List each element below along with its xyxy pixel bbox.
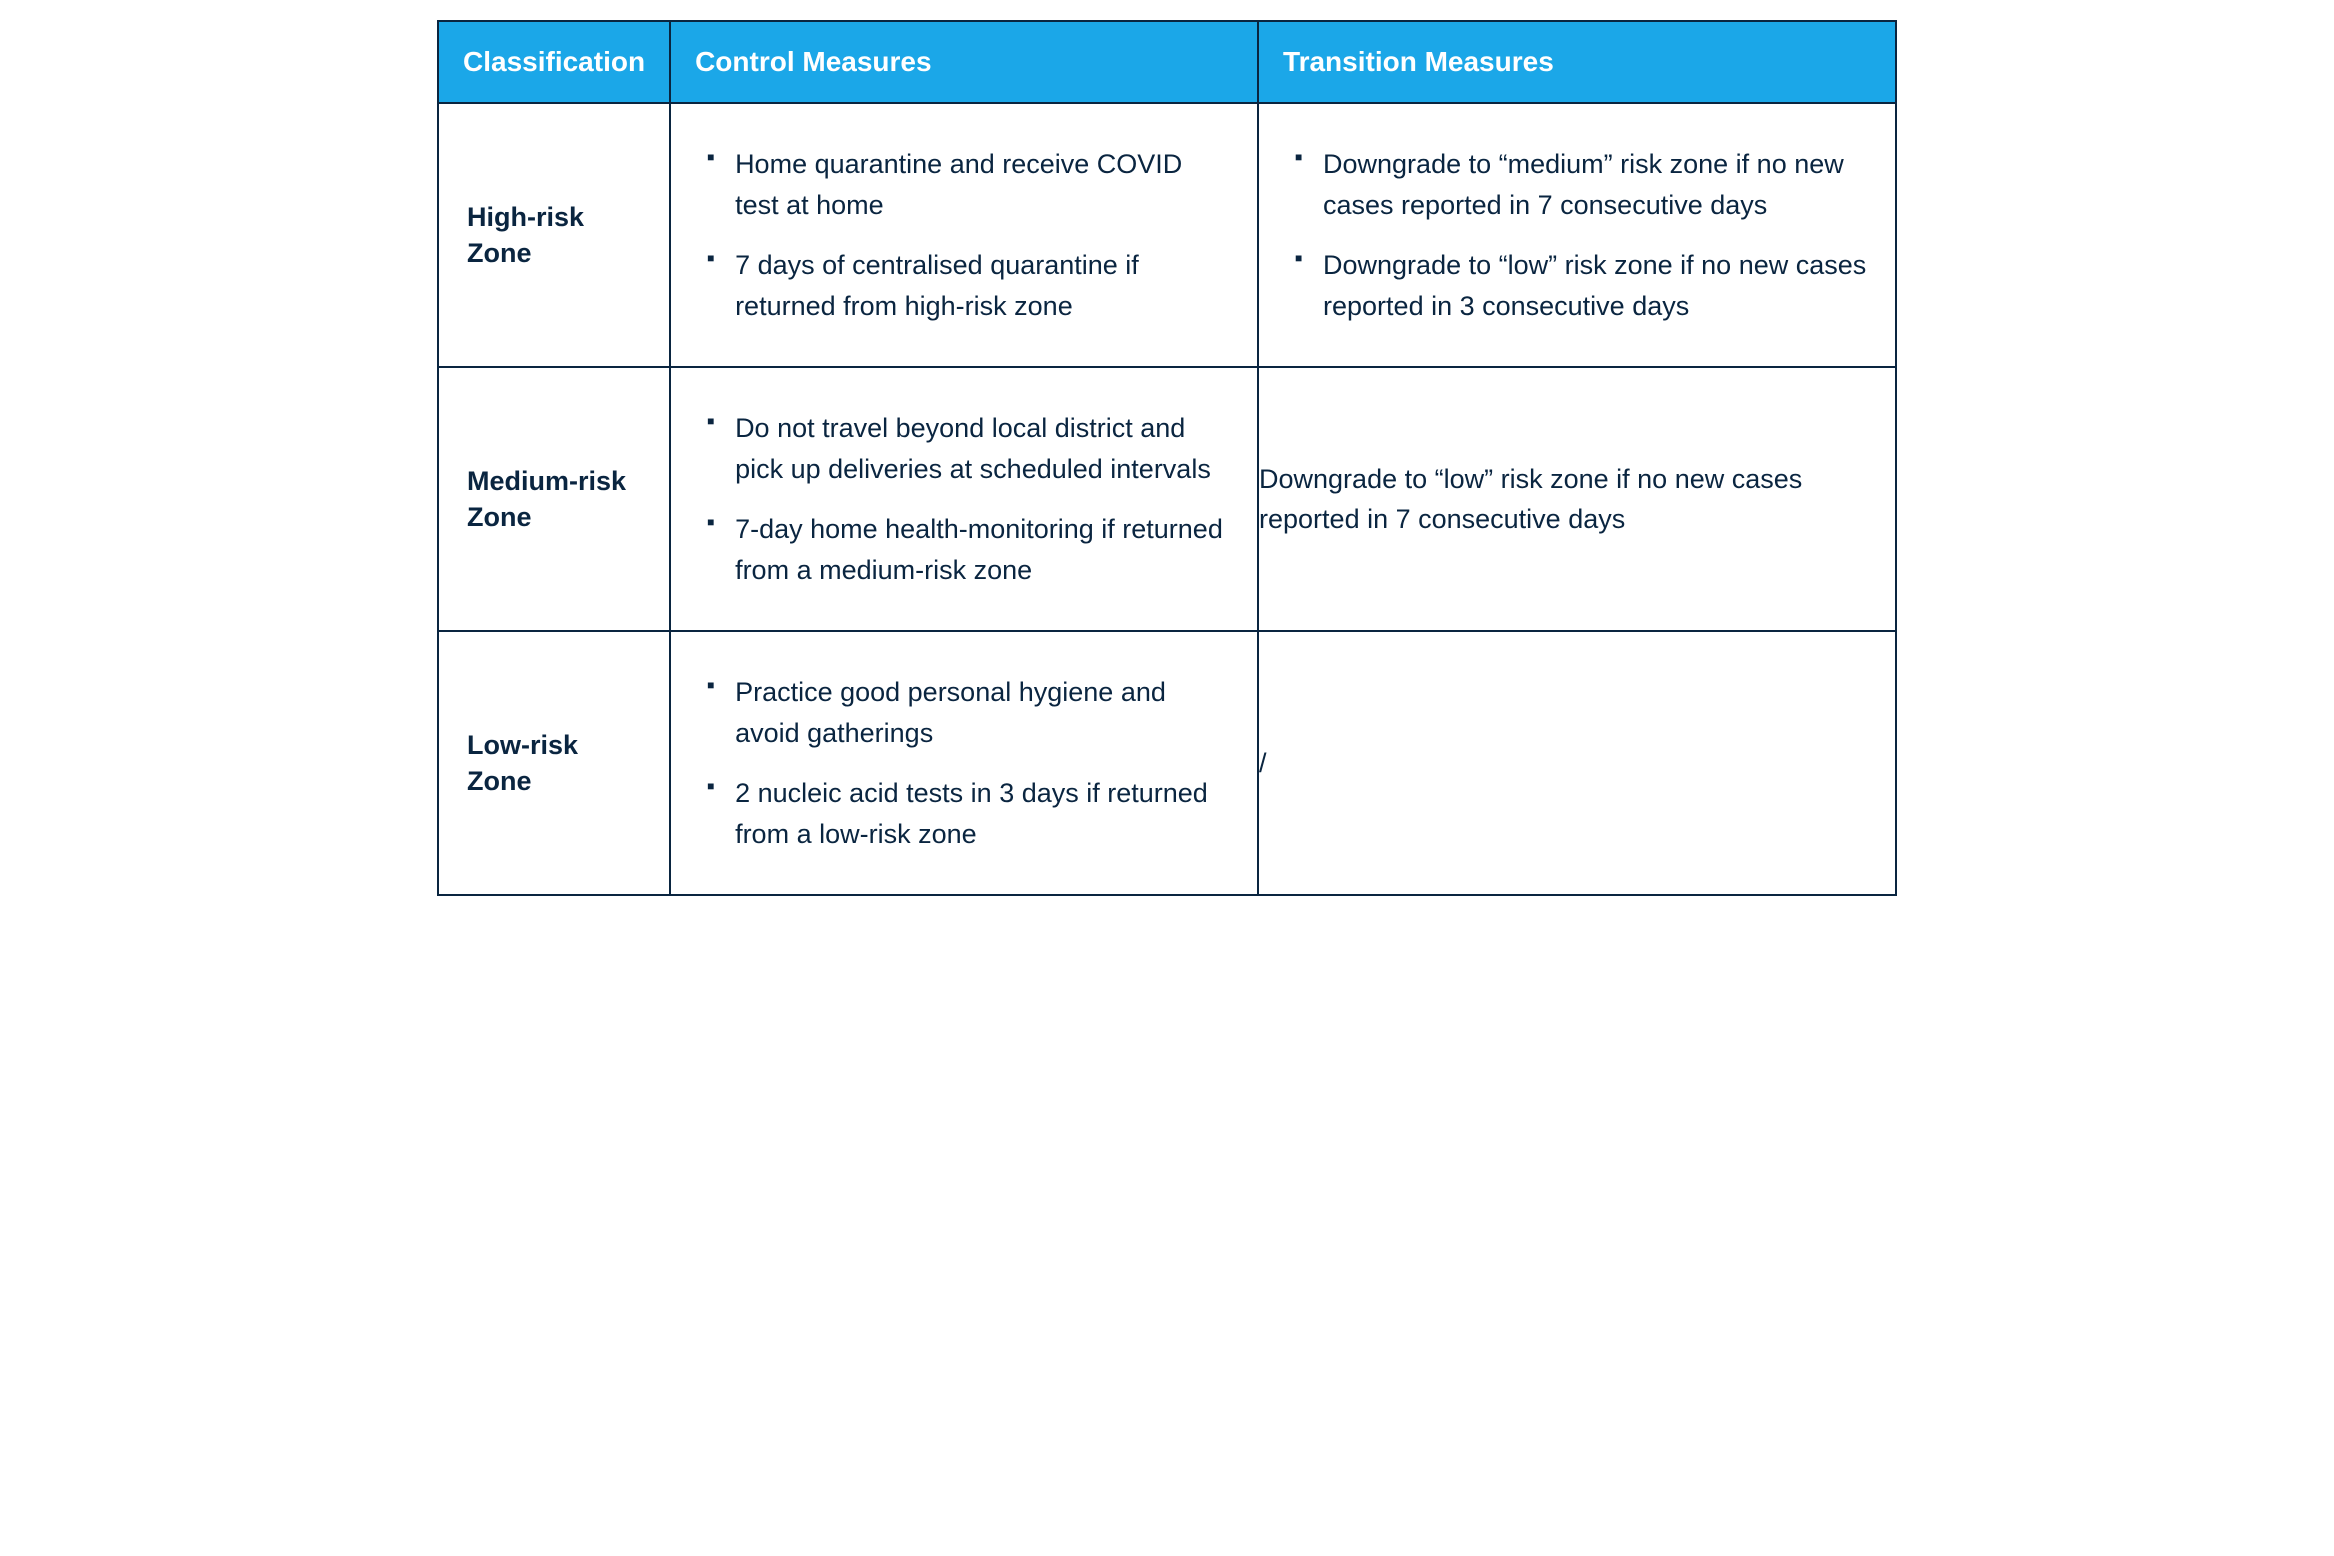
transition-measures-list: Downgrade to “medium” risk zone if no ne… (1287, 144, 1867, 326)
control-measures-list: Practice good personal hygiene and avoid… (699, 672, 1229, 854)
transition-measures-cell: Downgrade to “low” risk zone if no new c… (1258, 367, 1896, 631)
control-measures-cell: Home quarantine and receive COVID test a… (670, 103, 1258, 367)
control-measures-list: Do not travel beyond local district and … (699, 408, 1229, 590)
control-measures-cell: Do not travel beyond local district and … (670, 367, 1258, 631)
col-header-transition-measures: Transition Measures (1258, 21, 1896, 103)
list-item: Downgrade to “low” risk zone if no new c… (1287, 245, 1867, 326)
classification-cell-low-risk: Low-risk Zone (438, 631, 670, 895)
transition-measures-cell: Downgrade to “medium” risk zone if no ne… (1258, 103, 1896, 367)
table-row: Medium-risk Zone Do not travel beyond lo… (438, 367, 1896, 631)
table-header-row: Classification Control Measures Transiti… (438, 21, 1896, 103)
table-row: Low-risk Zone Practice good personal hyg… (438, 631, 1896, 895)
list-item: Do not travel beyond local district and … (699, 408, 1229, 489)
col-header-classification: Classification (438, 21, 670, 103)
classification-cell-medium-risk: Medium-risk Zone (438, 367, 670, 631)
list-item: Practice good personal hygiene and avoid… (699, 672, 1229, 753)
risk-zone-table-container: Classification Control Measures Transiti… (437, 20, 1897, 896)
table-row: High-risk Zone Home quarantine and recei… (438, 103, 1896, 367)
list-item: 2 nucleic acid tests in 3 days if return… (699, 773, 1229, 854)
table-header: Classification Control Measures Transiti… (438, 21, 1896, 103)
transition-measures-cell: / (1258, 631, 1896, 895)
list-item: Downgrade to “medium” risk zone if no ne… (1287, 144, 1867, 225)
list-item: 7 days of centralised quarantine if retu… (699, 245, 1229, 326)
classification-cell-high-risk: High-risk Zone (438, 103, 670, 367)
risk-zone-table: Classification Control Measures Transiti… (437, 20, 1897, 896)
control-measures-cell: Practice good personal hygiene and avoid… (670, 631, 1258, 895)
list-item: 7-day home health-monitoring if returned… (699, 509, 1229, 590)
control-measures-list: Home quarantine and receive COVID test a… (699, 144, 1229, 326)
col-header-control-measures: Control Measures (670, 21, 1258, 103)
list-item: Home quarantine and receive COVID test a… (699, 144, 1229, 225)
table-body: High-risk Zone Home quarantine and recei… (438, 103, 1896, 895)
